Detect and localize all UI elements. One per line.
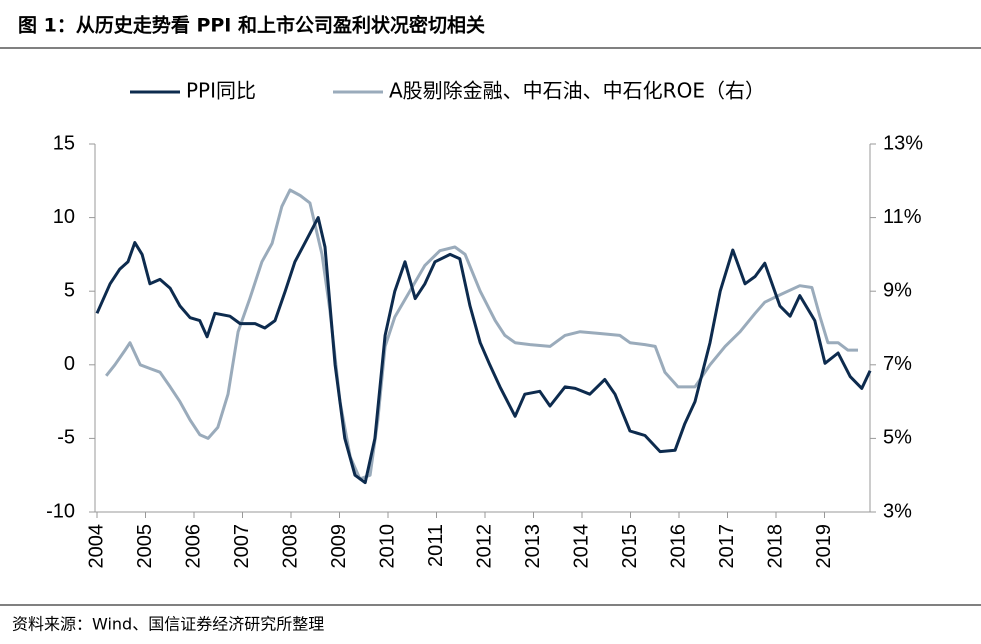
y2-tick-label: 13% — [883, 132, 923, 154]
y2-tick-label: 9% — [883, 279, 912, 301]
series-line — [105, 188, 858, 481]
legend-label: A股剔除金融、中石油、中石化ROE（右） — [389, 79, 765, 103]
x-tick-label: 2010 — [376, 524, 398, 569]
y2-tick-label: 7% — [883, 353, 912, 375]
y-tick-label: 10 — [53, 206, 75, 228]
y2-tick-label: 3% — [883, 500, 912, 522]
x-tick-label: 2004 — [85, 524, 107, 569]
x-tick-label: 2013 — [522, 524, 544, 569]
x-tick-label: 2009 — [328, 524, 350, 569]
y-tick-label: -5 — [57, 427, 75, 449]
legend-label: PPI同比 — [186, 79, 256, 103]
x-tick-label: 2008 — [279, 524, 301, 569]
x-tick-label: 2016 — [667, 524, 689, 569]
x-tick-label: 2015 — [619, 524, 641, 569]
x-tick-label: 2017 — [716, 524, 738, 569]
x-tick-label: 2005 — [134, 524, 156, 569]
chart-title: 图 1：从历史走势看 PPI 和上市公司盈利状况密切相关 — [18, 14, 485, 37]
x-tick-label: 2012 — [473, 524, 495, 569]
x-tick-label: 2019 — [813, 524, 835, 569]
x-tick-label: 2018 — [764, 524, 786, 569]
x-tick-label: 2006 — [182, 524, 204, 569]
y-tick-label: 0 — [64, 353, 75, 375]
y-tick-label: -10 — [46, 500, 75, 522]
y2-tick-label: 11% — [883, 206, 922, 228]
x-tick-label: 2014 — [570, 524, 592, 569]
y-tick-label: 15 — [53, 132, 75, 154]
y2-tick-label: 5% — [883, 427, 912, 449]
source-note: 资料来源：Wind、国信证券经济研究所整理 — [12, 615, 324, 634]
y-tick-label: 5 — [64, 279, 75, 301]
x-tick-label: 2007 — [231, 524, 253, 569]
series-line — [95, 216, 872, 485]
x-tick-label: 2011 — [425, 524, 447, 567]
